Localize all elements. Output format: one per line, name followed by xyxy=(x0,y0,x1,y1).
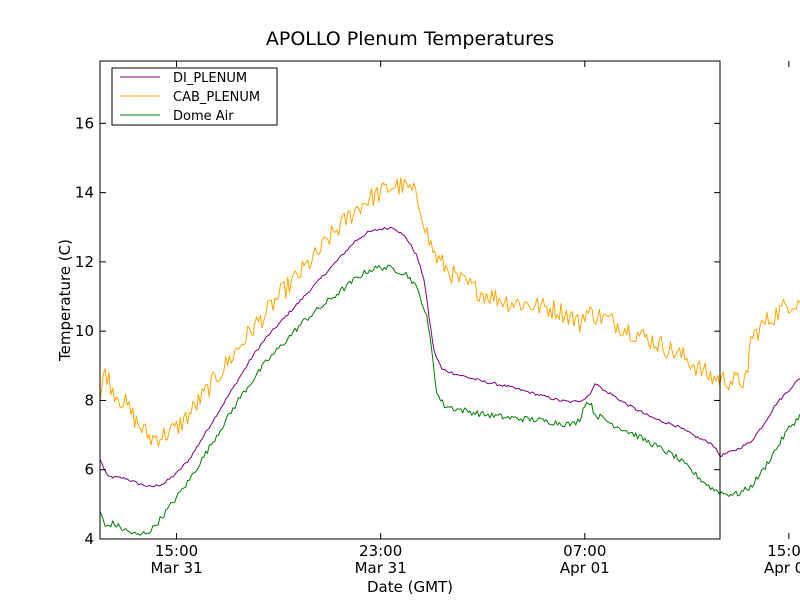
legend-label-cab-plenum: CAB_PLENUM xyxy=(173,90,260,105)
chart-title: APOLLO Plenum Temperatures xyxy=(266,28,554,50)
series-line-dome-air xyxy=(99,264,800,536)
plot-frame xyxy=(99,60,721,540)
y-tick-label: 8 xyxy=(84,391,94,409)
x-tick-label-time: 15:00 xyxy=(155,542,198,560)
legend-label-dome-air: Dome Air xyxy=(173,109,234,124)
y-tick-label: 10 xyxy=(75,322,94,340)
x-tick-label-date: Apr 01 xyxy=(764,559,800,577)
x-tick-label-date: Apr 01 xyxy=(560,559,610,577)
y-tick-label: 4 xyxy=(84,530,94,548)
y-tick-label: 12 xyxy=(75,253,94,271)
y-tick-label: 14 xyxy=(75,184,94,202)
x-tick-label-time: 15:00 xyxy=(767,542,800,560)
y-tick-label: 6 xyxy=(84,461,94,479)
legend-label-di-plenum: DI_PLENUM xyxy=(173,71,247,86)
y-tick-label: 16 xyxy=(75,114,94,132)
series-line-di-plenum xyxy=(99,226,800,488)
x-tick-label-time: 07:00 xyxy=(563,542,606,560)
x-tick-label-time: 23:00 xyxy=(359,542,402,560)
legend: DI_PLENUM CAB_PLENUM Dome Air xyxy=(111,67,278,126)
x-tick-label-date: Mar 31 xyxy=(355,559,407,577)
y-axis-title: Temperature (C) xyxy=(56,239,74,362)
series-layer xyxy=(99,177,800,536)
series-line-cab-plenum xyxy=(99,177,800,447)
x-axis-title: Date (GMT) xyxy=(367,578,453,596)
x-tick-label-date: Mar 31 xyxy=(150,559,202,577)
